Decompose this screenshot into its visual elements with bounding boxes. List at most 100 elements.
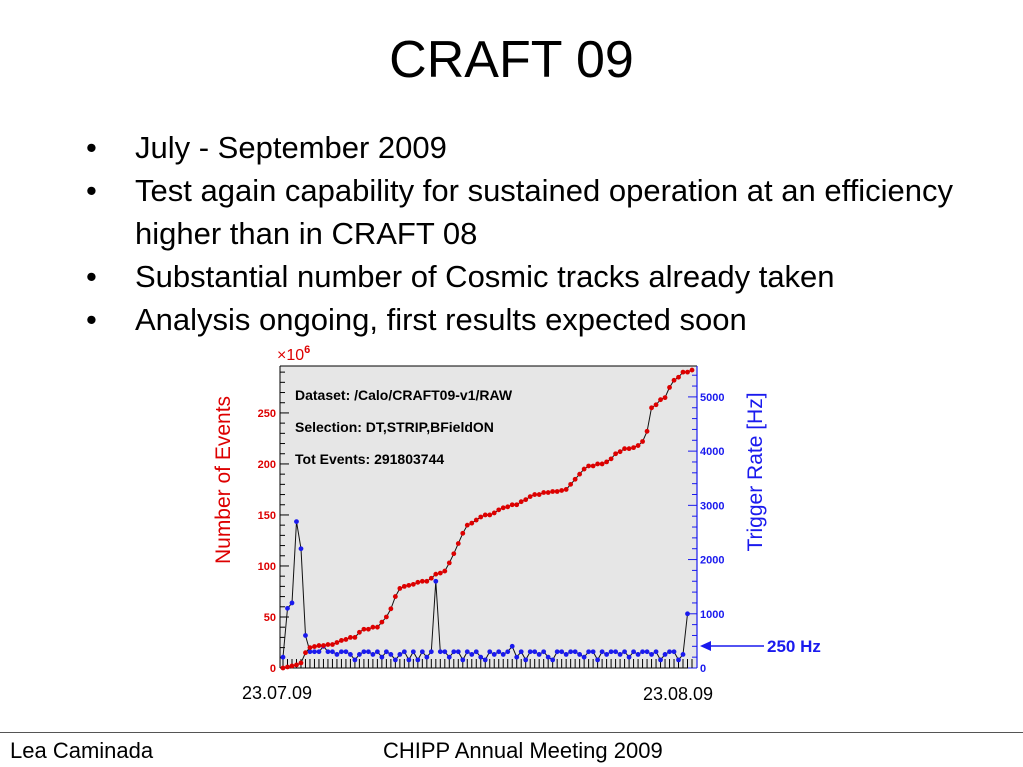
events-point (536, 492, 542, 497)
trigger-rate-point (325, 649, 331, 655)
events-point (406, 582, 412, 588)
left-tick-label: 200 (258, 459, 276, 471)
trigger-rate-point (685, 611, 690, 617)
trigger-rate-point (527, 649, 533, 655)
events-point (321, 643, 326, 648)
multiplier-prefix: ×10 (277, 347, 304, 364)
trigger-rate-point (370, 652, 376, 657)
events-point (622, 446, 627, 452)
trigger-rate-point (289, 600, 295, 606)
trigger-rate-point (505, 649, 511, 655)
events-point (280, 665, 286, 671)
bullet-text: Test again capability for sustained oper… (135, 173, 953, 251)
events-point (433, 571, 439, 577)
trigger-rate-point (298, 546, 304, 552)
trigger-rate-point (590, 649, 596, 655)
trigger-rate-point (536, 652, 542, 657)
events-point (590, 463, 596, 469)
trigger-rate-point (608, 649, 614, 655)
events-point (365, 626, 371, 632)
events-point (348, 634, 353, 640)
right-axis-ticks: 0 1000 2000 3000 4000 5000 (688, 374, 724, 675)
events-point (496, 507, 502, 513)
trigger-rate-point (554, 649, 560, 655)
right-tick-label: 5000 (700, 392, 724, 404)
events-point (671, 377, 677, 383)
trigger-rate-point (491, 652, 497, 657)
bullet-item: • Test again capability for sustained ope… (80, 169, 980, 255)
events-point (343, 637, 349, 642)
left-tick-label: 50 (264, 612, 276, 624)
trigger-rate-point (532, 649, 538, 655)
events-point (514, 502, 520, 508)
events-point (330, 642, 335, 647)
trigger-rate-point (514, 654, 520, 660)
events-point (581, 466, 587, 472)
bullet-item: • Substantial number of Cosmic tracks alr… (80, 255, 980, 298)
trigger-rate-point (631, 649, 636, 655)
footer-event: CHIPP Annual Meeting 2009 (383, 738, 663, 763)
trigger-rate-point (496, 649, 502, 655)
events-point (460, 530, 466, 536)
events-point (357, 629, 362, 635)
trigger-rate-point (622, 649, 627, 655)
events-point (294, 662, 299, 668)
events-point (505, 504, 511, 510)
trigger-rate-point (518, 649, 524, 655)
events-point (473, 517, 479, 523)
events-point (312, 644, 317, 649)
slide-title: CRAFT 09 (389, 31, 634, 89)
trigger-rate-point (478, 654, 484, 660)
events-point (685, 369, 690, 375)
events-point (410, 581, 416, 587)
trigger-rate-point (307, 649, 313, 655)
events-point (361, 626, 367, 632)
trigger-rate-point (392, 657, 398, 663)
trigger-rate-point (460, 657, 466, 663)
events-point (626, 446, 632, 452)
events-point (424, 578, 430, 584)
events-point (352, 634, 358, 640)
bullet-item: • July - September 2009 (80, 126, 980, 169)
trigger-rate-point (446, 654, 452, 660)
events-point (658, 397, 663, 403)
trigger-rate-point (559, 649, 565, 655)
events-point (464, 522, 470, 528)
right-tick-label: 0 (700, 663, 706, 675)
trigger-rate-point (541, 649, 547, 655)
trigger-rate-point (330, 649, 335, 655)
events-point (401, 583, 407, 589)
events-point (307, 645, 313, 650)
left-tick-label: 0 (270, 663, 276, 675)
right-tick-label: 1000 (700, 609, 724, 621)
trigger-rate-point (406, 657, 412, 663)
trigger-rate-point (667, 649, 672, 655)
trigger-rate-point (500, 652, 506, 657)
events-point (523, 497, 529, 503)
left-tick-label: 250 (258, 408, 276, 420)
bottom-axis-ticks (282, 659, 693, 668)
trigger-rate-point (294, 519, 299, 525)
bullet-list: • July - September 2009 • Test again capab… (80, 126, 980, 341)
trigger-rate-point (649, 652, 654, 657)
events-point (608, 456, 614, 462)
events-point (572, 476, 578, 482)
trigger-rate-point (599, 649, 605, 655)
trigger-rate-point (280, 654, 286, 660)
trigger-rate-point (401, 649, 407, 655)
trigger-rate-point (581, 654, 587, 660)
events-point (303, 650, 308, 656)
trigger-rate-point (568, 649, 574, 655)
events-point (559, 488, 565, 493)
events-point (604, 459, 610, 465)
trigger-rate-point (487, 649, 493, 655)
trigger-rate-point (316, 649, 322, 655)
left-axis-label: Number of Events (212, 396, 235, 564)
events-point (649, 405, 654, 411)
events-point (388, 606, 394, 612)
trigger-rate-point (640, 649, 645, 655)
trigger-rate-point (577, 652, 583, 657)
trigger-rate-point (617, 652, 623, 657)
trigger-rate-point (464, 649, 470, 655)
